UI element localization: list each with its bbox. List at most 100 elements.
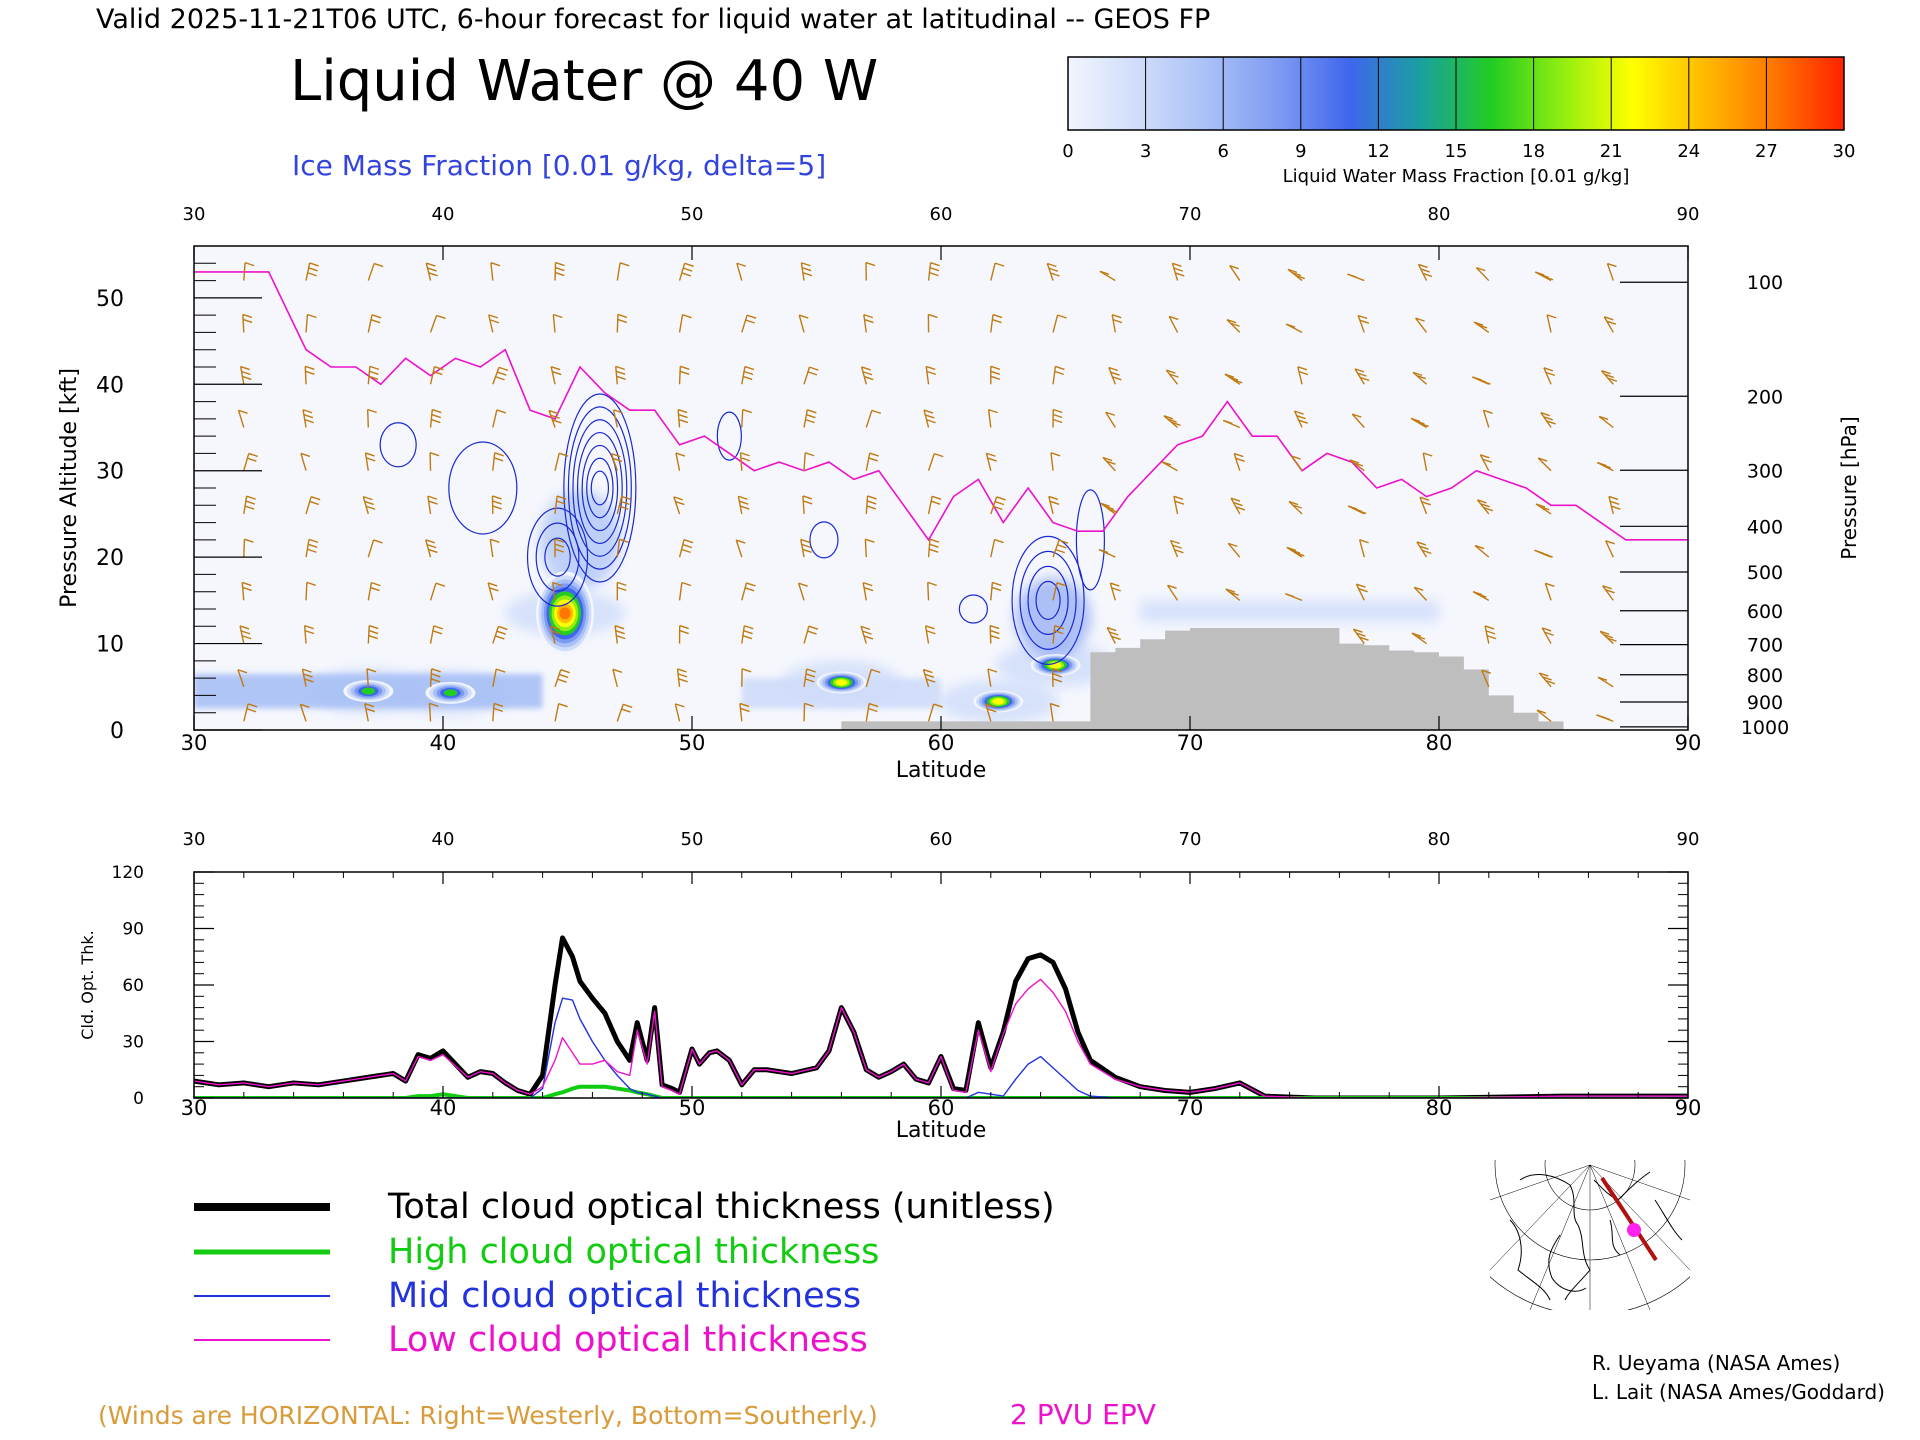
wind-barb: [428, 702, 439, 722]
wind-barb: [554, 669, 570, 688]
wind-barb: [863, 313, 874, 333]
wind-barb: [678, 581, 692, 601]
pressure-tick-label: 600: [1747, 601, 1783, 623]
wind-barb: [1605, 540, 1615, 558]
pressure-tick-label: 900: [1747, 692, 1783, 714]
lower-x-tick-label-top: 50: [681, 829, 704, 850]
wind-barb: [1050, 452, 1061, 471]
wind-barb: [1354, 368, 1370, 385]
wind-barb: [237, 669, 248, 688]
y-tick-label: 0: [110, 719, 124, 744]
terrain-fill: [1090, 628, 1564, 730]
legend-label-mid: Mid cloud optical thickness: [388, 1276, 861, 1316]
wind-barb: [1537, 457, 1552, 472]
wind-barb: [549, 625, 562, 644]
wind-barb: [1411, 632, 1427, 645]
colorbar-tick-label: 3: [1140, 141, 1151, 162]
wind-barb: [1597, 676, 1614, 688]
lower-x-tick-label: 30: [181, 1096, 208, 1120]
y-tick-label: 20: [96, 546, 124, 571]
wind-barb: [1347, 505, 1367, 515]
wind-barb: [860, 366, 874, 385]
ice-contour: [448, 441, 518, 535]
colorbar-tick-label: 27: [1755, 141, 1778, 162]
wind-barb: [367, 365, 380, 385]
wind-barb: [925, 365, 937, 385]
wind-barb: [1479, 454, 1492, 472]
colorbar-tick-label: 9: [1295, 141, 1306, 162]
wind-barb: [612, 668, 623, 687]
colorbar-label: Liquid Water Mass Fraction [0.01 g/kg]: [1283, 166, 1630, 187]
wind-barb: [1052, 624, 1064, 644]
epv-note: 2 PVU EPV: [1010, 1398, 1156, 1431]
wind-barb: [305, 581, 317, 601]
wind-barb: [305, 313, 317, 333]
lower-y-tick-label: 120: [112, 863, 144, 883]
wind-barb: [492, 668, 506, 687]
x-tick-label-top: 50: [681, 204, 704, 225]
wind-barb: [554, 538, 565, 558]
liquid-water-field: [194, 489, 1439, 724]
wind-barb: [616, 495, 631, 515]
pressure-tick-label: 1000: [1741, 717, 1789, 739]
wind-barb: [239, 625, 252, 644]
wind-barb: [364, 703, 376, 722]
wind-barb: [1355, 583, 1368, 601]
wind-barb: [678, 262, 694, 281]
wind-barb: [367, 581, 381, 601]
wind-barb: [1602, 585, 1615, 601]
wind-barb: [1288, 500, 1303, 515]
wind-barb: [1051, 668, 1063, 687]
wind-barb: [1105, 411, 1116, 428]
main-x-axis-label: Latitude: [896, 758, 987, 783]
wind-barb: [741, 365, 755, 385]
wind-barb: [305, 262, 319, 281]
liquid-water-core: [443, 689, 458, 697]
colorbar-tick-label: 24: [1677, 141, 1700, 162]
wind-barb: [552, 313, 563, 333]
wind-barb: [1544, 582, 1555, 601]
epv-2pvu-line: [194, 271, 1688, 542]
wind-barb: [1543, 367, 1556, 385]
pressure-tick-label: 700: [1747, 635, 1783, 657]
wind-barb: [1598, 415, 1614, 429]
wind-barb: [927, 703, 943, 722]
wind-barb: [548, 409, 562, 428]
colorbar: 0 3 6 9 12 15 18 21 24 27 30 Liquid Water Mass Fra…: [1062, 56, 1855, 187]
liquid-water-core: [992, 698, 1005, 705]
wind-barb: [487, 582, 499, 601]
wind-barb: [612, 409, 623, 428]
wind-barb: [239, 365, 252, 385]
wind-barb: [1608, 495, 1621, 515]
wind-barb: [1417, 263, 1433, 281]
wind-barb: [304, 365, 315, 385]
wind-barb: [678, 624, 689, 644]
legend-label-high: High cloud optical thickness: [388, 1232, 879, 1272]
ice-contour: [1011, 535, 1085, 665]
wind-barb: [800, 538, 812, 558]
wind-barb: [674, 703, 685, 722]
wind-barb: [241, 581, 252, 601]
wind-barb: [491, 495, 502, 514]
ice-contour: [1019, 550, 1077, 650]
wind-barb: [362, 495, 376, 515]
top-line: Valid 2025-11-21T06 UTC, 6-hour forecast…: [96, 4, 1210, 35]
wind-barb: [364, 452, 376, 471]
wind-barb: [1596, 461, 1614, 472]
wind-barb: [803, 668, 816, 687]
wind-barb: [1413, 586, 1428, 601]
wind-barb: [803, 366, 819, 385]
wind-barb: [987, 668, 998, 687]
wind-barb: [1412, 371, 1428, 385]
wind-barb: [985, 703, 997, 722]
wind-barb: [427, 495, 438, 515]
wind-barb: [802, 495, 813, 514]
wind-barb: [865, 452, 879, 471]
lower-y-tick-label: 90: [122, 920, 144, 940]
wind-barb: [864, 538, 875, 558]
wind-barb: [922, 668, 936, 687]
lower-x-tick-label-top: 60: [930, 829, 953, 850]
wind-barb: [616, 703, 633, 722]
wind-barb: [985, 452, 997, 471]
wind-barb: [990, 496, 1006, 515]
